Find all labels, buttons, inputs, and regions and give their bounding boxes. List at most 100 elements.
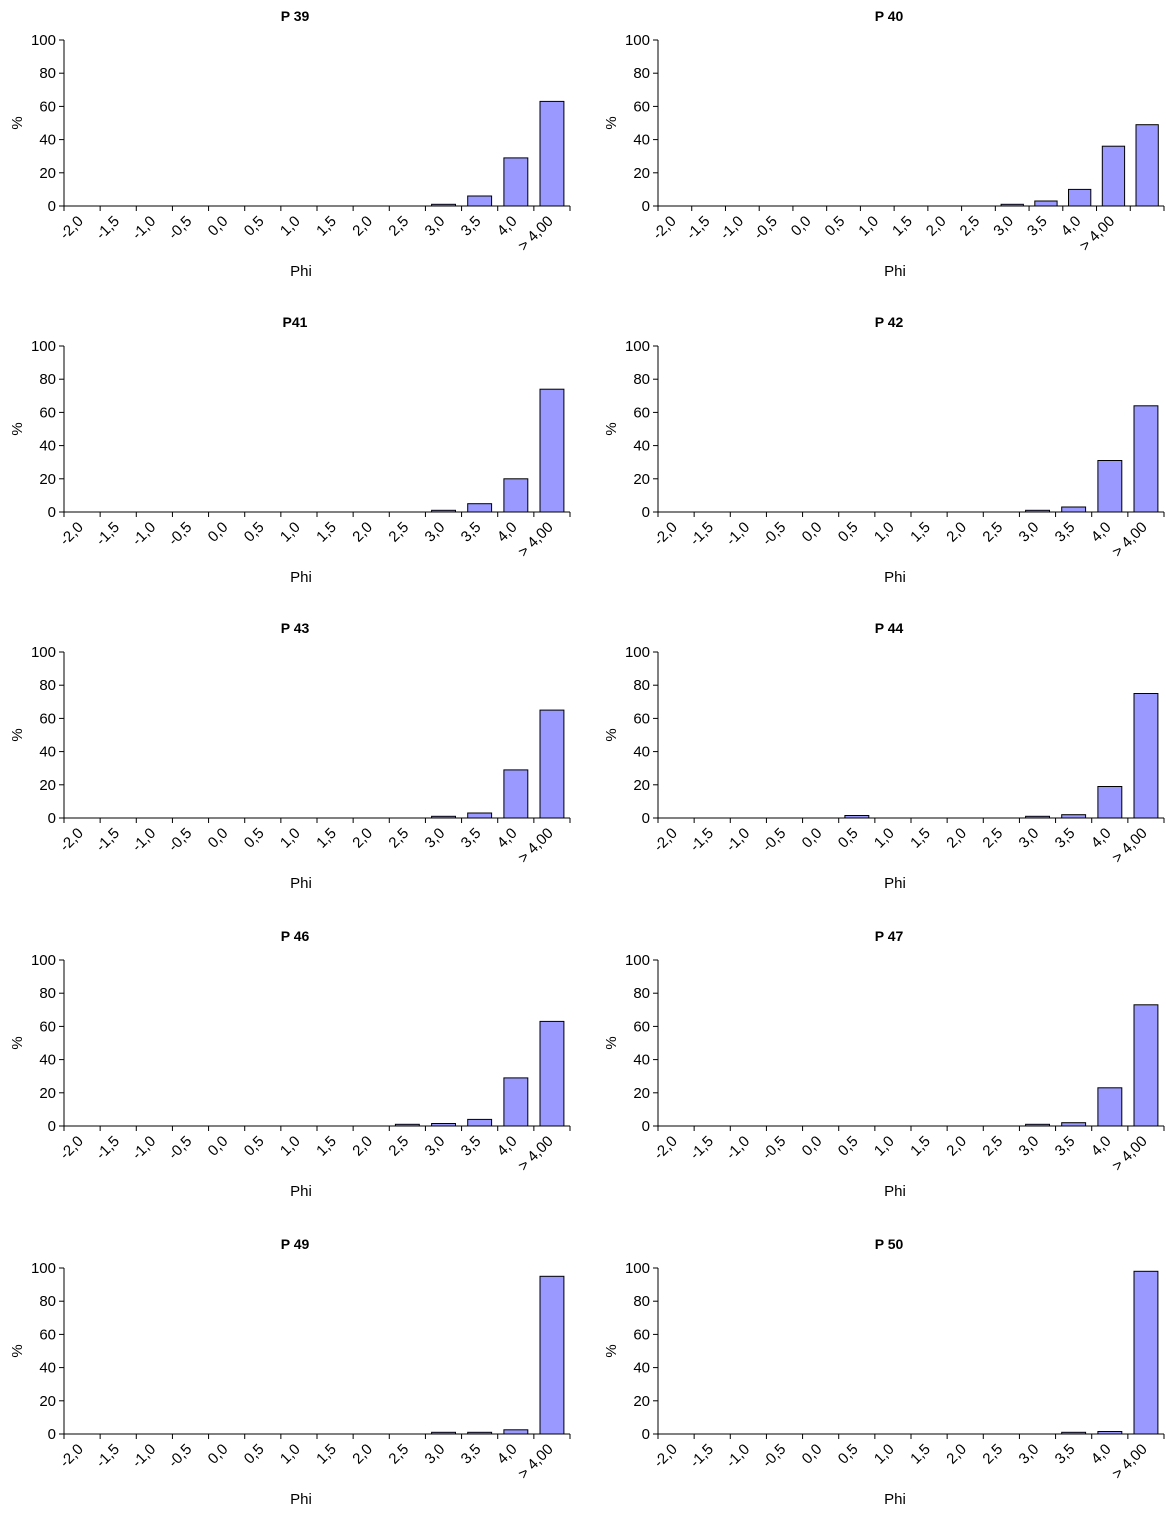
bar-13 [539,100,565,207]
chart-panel-7: P 46 0 20 40 60 80 100% -2,0 -1,5 -1,0 -0,5 0,0 0,5 1… [9,928,571,1200]
x-tick-label: -1,0 [723,519,753,549]
x-tick-label: 3,0 [422,213,449,240]
y-tick-label: 20 [633,1393,650,1410]
x-tick-label: 0,5 [835,1441,862,1468]
x-tick-label: -0,5 [165,519,195,549]
y-tick-label: 80 [633,985,650,1002]
x-tick-label: 4,0 [1088,1133,1115,1160]
x-tick-label: 3,0 [1016,1441,1043,1468]
y-tick-label: 80 [39,1293,56,1310]
y-tick-label: 60 [633,1326,650,1343]
x-tick-label: -1,0 [723,825,753,855]
y-axis-label: % [9,116,26,129]
bar-11 [467,195,493,207]
bar-13 [1133,1004,1159,1127]
y-tick-label: 0 [48,810,56,827]
x-tick-label: 3,0 [1016,1133,1043,1160]
x-tick-label: 0,5 [835,519,862,546]
x-tick-label: -1,5 [93,825,123,855]
x-tick-label: -0,5 [165,1441,195,1471]
y-tick-label: 40 [39,1360,56,1377]
x-tick-label: 2,5 [385,1441,412,1468]
x-tick-label: 0,5 [241,825,268,852]
y-tick-label: 80 [39,677,56,694]
y-tick-label: 20 [633,471,650,488]
x-tick-label: 4,0 [494,1441,521,1468]
bar-13 [539,709,565,819]
x-tick-label: 1,0 [277,1441,304,1468]
y-tick-label: 40 [633,132,650,149]
x-tick-label: -1,5 [93,519,123,549]
x-tick-label: 3,0 [990,213,1017,240]
x-tick-label: 4,0 [494,213,521,240]
y-tick-label: 0 [642,1426,650,1443]
x-tick-label: 3,5 [458,1133,485,1160]
x-tick-label: 3,5 [458,213,485,240]
x-tick-label: 2,0 [943,1441,970,1468]
x-axis-label: Phi [290,263,312,280]
x-tick-label: 3,5 [1052,825,1079,852]
x-axis-label: Phi [290,569,312,586]
x-axis-label: Phi [884,263,906,280]
bar-11 [467,1118,493,1127]
x-tick-label: > 4,00 [515,519,557,561]
x-tick-label: 1,0 [277,825,304,852]
x-tick-label: 0,5 [835,825,862,852]
y-tick-label: 60 [39,710,56,727]
x-tick-label: -1,0 [129,519,159,549]
bar-12 [503,769,529,819]
y-tick-label: 80 [633,371,650,388]
y-tick-label: 0 [48,198,56,215]
x-tick-label: 0,5 [241,213,268,240]
x-tick-label: > 4,00 [1109,1441,1151,1483]
bar-14 [1135,124,1159,207]
y-tick-label: 40 [39,438,56,455]
chart-title: P 47 [875,928,904,944]
x-tick-label: > 4,00 [1109,519,1151,561]
y-tick-label: 100 [625,644,650,661]
x-tick-label: 0,0 [799,1133,826,1160]
x-tick-label: 1,5 [313,1441,340,1468]
x-tick-label: -1,5 [683,213,713,243]
chart-title: P 43 [281,620,310,636]
x-tick-label: 2,5 [385,825,412,852]
y-tick-label: 40 [39,132,56,149]
x-tick-label: 2,5 [957,213,984,240]
x-tick-label: -2,0 [57,1133,87,1163]
bar-11 [1061,1122,1087,1127]
x-tick-label: 0,0 [205,825,232,852]
chart-panel-9: P 49 0 20 40 60 80 100% -2,0 -1,5 -1,0 -0,5 0,0 0,5 1… [9,1236,571,1508]
x-tick-label: 1,5 [907,519,934,546]
bar-10 [1025,815,1050,819]
x-tick-label: 2,0 [349,213,376,240]
chart-title: P41 [283,314,308,330]
x-tick-label: 1,5 [313,1133,340,1160]
bar-10 [431,203,457,207]
chart-panel-5: P 43 0 20 40 60 80 100% -2,0 -1,5 -1,0 -0,5 0,0 0,5 1… [9,620,571,892]
x-tick-label: 2,5 [979,519,1006,546]
x-tick-label: 1,0 [277,519,304,546]
x-axis-label: Phi [884,569,906,586]
x-tick-label: 0,0 [799,825,826,852]
x-tick-label: 4,0 [494,519,521,546]
x-tick-label: 1,0 [871,825,898,852]
x-tick-label: 3,0 [422,1133,449,1160]
x-tick-label: 3,5 [1024,213,1051,240]
x-tick-label: 0,0 [799,1441,826,1468]
bar-13 [1133,1270,1159,1435]
x-tick-label: 0,5 [241,1133,268,1160]
x-tick-label: 1,5 [907,825,934,852]
y-tick-label: 20 [39,471,56,488]
y-tick-label: 20 [39,1085,56,1102]
x-tick-label: 0,5 [241,519,268,546]
y-tick-label: 60 [39,1326,56,1343]
x-tick-label: 2,0 [349,519,376,546]
y-tick-label: 20 [633,165,650,182]
y-tick-label: 80 [633,1293,650,1310]
chart-title: P 40 [875,8,904,24]
bar-10 [431,1431,457,1435]
x-tick-label: 2,0 [943,825,970,852]
x-tick-label: 2,0 [943,1133,970,1160]
y-tick-label: 0 [48,504,56,521]
y-axis-label: % [9,728,26,741]
